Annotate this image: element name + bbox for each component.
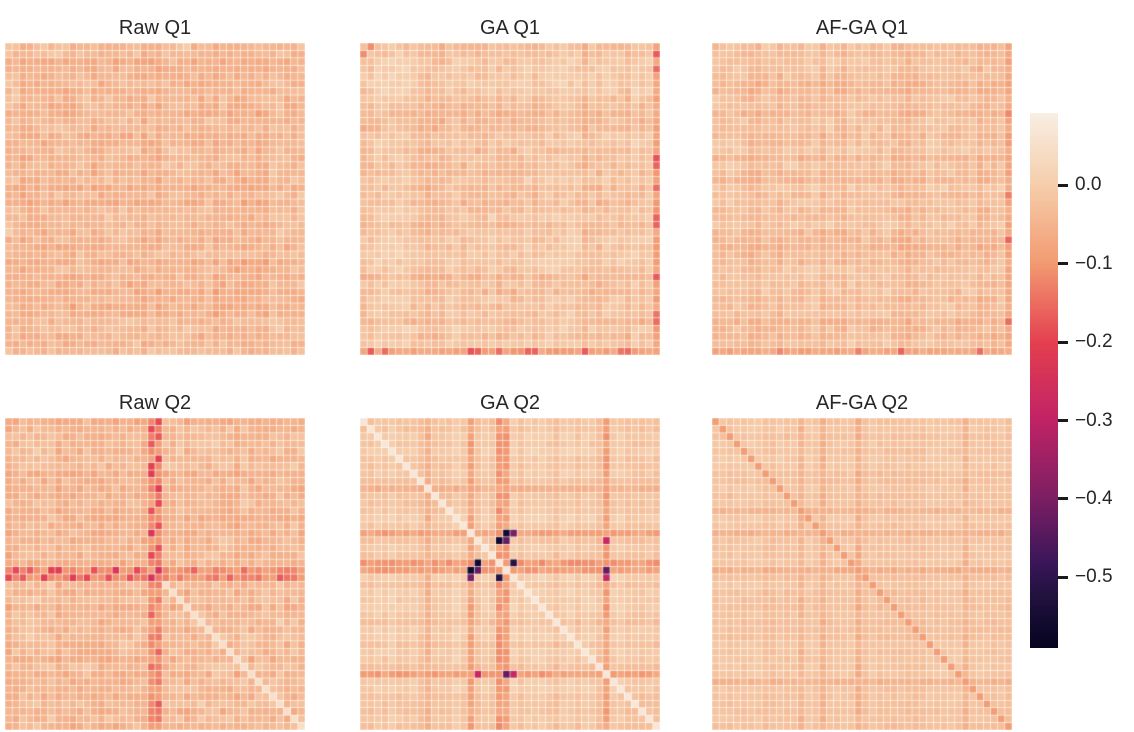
colorbar-tick — [1058, 183, 1068, 187]
colorbar-tick — [1058, 575, 1068, 579]
heatmap-raw-q2 — [5, 418, 305, 730]
panel-ga-q1: GA Q1 — [360, 13, 660, 355]
colorbar-tick-label: −0.3 — [1075, 409, 1113, 431]
colorbar: 0.0 −0.1 −0.2 −0.3 −0.4 −0.5 — [1030, 113, 1134, 648]
colorbar-tick — [1058, 262, 1068, 266]
colorbar-gradient — [1030, 113, 1058, 648]
panel-title-raw-q1: Raw Q1 — [118, 17, 192, 39]
heatmap-af-ga-q1 — [712, 43, 1012, 355]
panel-title-raw-q2: Raw Q2 — [118, 392, 192, 414]
panel-af-ga-q1: AF-GA Q1 — [712, 13, 1012, 355]
panel-raw-q1: Raw Q1 — [5, 13, 305, 355]
panel-title-ga-q2: GA Q2 — [479, 392, 541, 414]
panel-raw-q2: Raw Q2 — [5, 388, 305, 730]
heatmap-raw-q1 — [5, 43, 305, 355]
panel-title-af-ga-q2: AF-GA Q2 — [815, 392, 909, 414]
colorbar-tick-label: −0.4 — [1075, 487, 1113, 509]
panel-title-af-ga-q1: AF-GA Q1 — [815, 17, 909, 39]
panel-af-ga-q2: AF-GA Q2 — [712, 388, 1012, 730]
panel-ga-q2: GA Q2 — [360, 388, 660, 730]
colorbar-tick-label: −0.1 — [1075, 252, 1113, 274]
heatmap-ga-q2 — [360, 418, 660, 730]
heatmap-af-ga-q2 — [712, 418, 1012, 730]
colorbar-tick — [1058, 340, 1068, 344]
colorbar-tick-label: −0.5 — [1075, 566, 1113, 588]
colorbar-tick-label: 0.0 — [1075, 174, 1102, 196]
colorbar-tick — [1058, 419, 1068, 422]
panel-title-ga-q1: GA Q1 — [479, 17, 541, 39]
heatmap-ga-q1 — [360, 43, 660, 355]
colorbar-tick-label: −0.2 — [1075, 331, 1113, 353]
colorbar-tick — [1058, 497, 1068, 501]
